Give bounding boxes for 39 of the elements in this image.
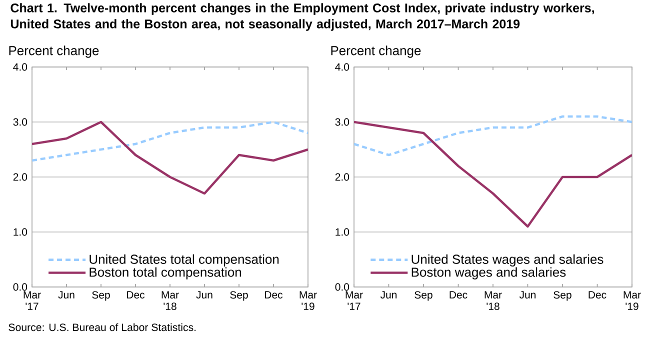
y-axis-title: Percent change [9,46,99,58]
x-tick-label: Sep [414,291,432,301]
y-tick-label: 4.0 [13,63,28,71]
line-series [354,115,632,156]
y-tick-label: 4.0 [335,63,350,71]
x-tick-label: Dec [127,291,145,299]
source-note: Source: U.S. Bureau of Labor Statistics. [8,323,196,332]
y-tick-label: 0.0 [335,283,350,291]
chart-title: Chart 1. Twelve-month percent changes in the Employment Cost Index, private industry workers, United States and the Boston area, not seasonally adjusted, March 2017–March 2019 [10,3,594,31]
x-tick-label: Mar '18 [162,291,179,310]
legend-label: Boston wages and salaries [412,267,566,280]
x-tick-label: Mar '17 [24,291,41,310]
legend-label: United States total compensation [90,254,279,266]
x-tick-label: Mar '19 [300,291,317,310]
legend-label: Boston total compensation [90,267,242,280]
x-tick-label: Mar '19 [624,291,641,310]
x-tick-label: Jun [196,291,212,299]
y-tick-label: 1.0 [336,228,350,236]
y-tick-label: 0.0 [13,283,28,291]
x-tick-label: Jun [380,291,397,299]
y-tick-label: 1.0 [14,228,28,236]
line-series [32,120,308,195]
x-tick-label: Mar '17 [346,291,363,310]
x-tick-label: Mar '18 [484,291,502,310]
x-tick-label: Sep [230,291,248,301]
y-tick-label: 3.0 [13,118,28,126]
y-tick-label: 2.0 [13,173,28,181]
x-tick-label: Dec [450,291,468,299]
x-tick-label: Dec [265,291,283,299]
x-tick-label: Dec [588,291,606,299]
y-axis-title: Percent change [331,46,421,58]
y-tick-label: 3.0 [335,118,350,126]
x-tick-label: Jun [519,291,536,299]
y-tick-label: 2.0 [335,173,350,181]
line-series [354,120,632,228]
x-tick-label: Sep [92,291,110,301]
x-tick-label: Jun [58,291,74,299]
x-tick-label: Sep [554,291,572,301]
legend-label: United States wages and salaries [412,254,604,266]
